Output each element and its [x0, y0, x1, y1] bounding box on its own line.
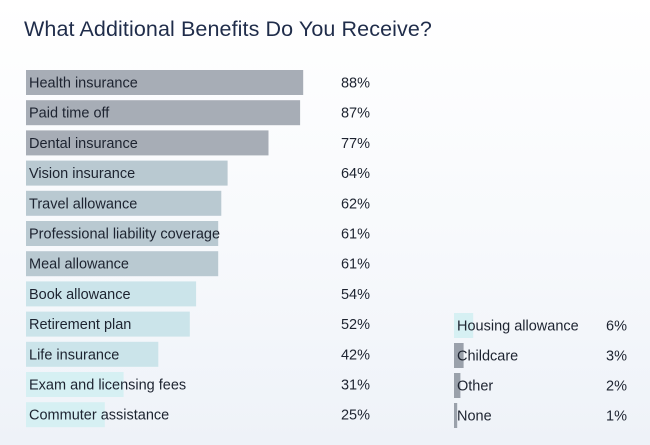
value-label-professional-liability-coverage: 61%: [341, 227, 370, 243]
category-label-none: None: [457, 409, 492, 425]
value-label-vision-insurance: 64%: [341, 166, 370, 182]
value-label-health-insurance: 88%: [341, 76, 370, 92]
bar-retirement-plan: [26, 311, 190, 337]
value-label-paid-time-off: 87%: [341, 106, 370, 122]
category-label-life-insurance: Life insurance: [29, 347, 119, 363]
bar-dental-insurance: [26, 130, 269, 156]
category-label-book-allowance: Book allowance: [29, 287, 131, 303]
bar-professional-liability-coverage: [26, 221, 219, 246]
category-label-dental-insurance: Dental insurance: [29, 136, 138, 152]
bar-health-insurance: [26, 70, 304, 95]
bars-layer: [26, 70, 474, 428]
bar-commuter-assistance: [26, 402, 105, 428]
value-label-book-allowance: 54%: [341, 287, 370, 303]
value-label-none: 1%: [606, 409, 627, 425]
chart-title: What Additional Benefits Do You Receive?: [24, 17, 432, 41]
bar-exam-and-licensing-fees: [26, 372, 124, 397]
category-label-exam-and-licensing-fees: Exam and licensing fees: [29, 378, 186, 394]
value-label-other: 2%: [606, 379, 627, 395]
value-label-housing-allowance: 6%: [606, 319, 627, 335]
bar-none: [454, 403, 458, 428]
category-label-commuter-assistance: Commuter assistance: [29, 408, 169, 424]
bar-housing-allowance: [454, 313, 474, 338]
category-label-childcare: Childcare: [457, 349, 518, 365]
value-label-commuter-assistance: 25%: [341, 408, 370, 424]
value-label-meal-allowance: 61%: [341, 257, 370, 273]
category-label-housing-allowance: Housing allowance: [457, 319, 579, 335]
value-label-retirement-plan: 52%: [341, 317, 370, 333]
bar-book-allowance: [26, 281, 197, 307]
value-label-life-insurance: 42%: [341, 347, 370, 363]
category-label-meal-allowance: Meal allowance: [29, 257, 129, 273]
bar-other: [454, 373, 461, 398]
value-label-childcare: 3%: [606, 349, 627, 365]
value-label-travel-allowance: 62%: [341, 196, 370, 212]
bar-life-insurance: [26, 341, 159, 367]
value-label-dental-insurance: 77%: [341, 136, 370, 152]
bar-paid-time-off: [26, 100, 301, 126]
bar-travel-allowance: [26, 190, 222, 216]
category-label-retirement-plan: Retirement plan: [29, 317, 131, 333]
category-label-paid-time-off: Paid time off: [29, 106, 110, 122]
bar-meal-allowance: [26, 251, 219, 277]
bar-vision-insurance: [26, 160, 228, 186]
category-label-other: Other: [457, 379, 493, 395]
bar-childcare: [454, 343, 464, 368]
category-label-travel-allowance: Travel allowance: [29, 196, 137, 212]
category-label-health-insurance: Health insurance: [29, 76, 138, 92]
category-label-professional-liability-coverage: Professional liability coverage: [29, 227, 220, 243]
value-label-exam-and-licensing-fees: 31%: [341, 378, 370, 394]
category-label-vision-insurance: Vision insurance: [29, 166, 135, 182]
labels-layer: Health insurance 88% Paid time off 87% Denta…: [29, 76, 627, 425]
